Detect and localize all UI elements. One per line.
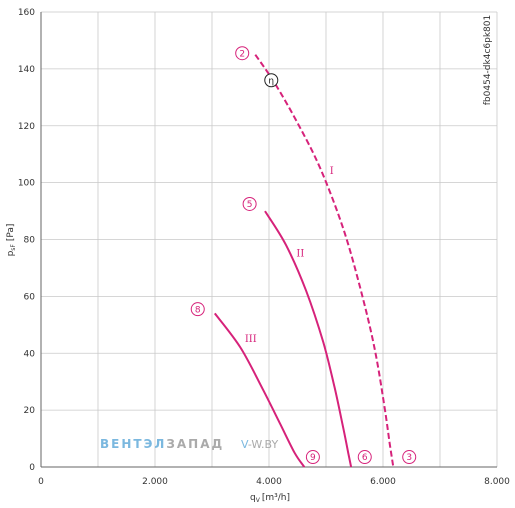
marker-circle (190, 302, 205, 317)
marker-label: 2 (239, 49, 245, 59)
marker-8: 8 (190, 302, 205, 317)
y-tick-label: 100 (18, 179, 35, 189)
marker-label: 6 (362, 453, 368, 463)
y-tick-label: 40 (24, 349, 36, 359)
y-tick-label: 80 (24, 236, 36, 246)
watermark-site: V-W.BY (241, 438, 278, 451)
y-tick-label: 120 (18, 122, 35, 132)
watermark-text: ВЕНТЭЛЗАПАД (100, 437, 224, 451)
marker-label: 5 (247, 200, 253, 210)
marker-circle (357, 450, 372, 465)
chart-code: fb0454-dk4c6pk801 (483, 15, 493, 105)
curve-label-i: I (330, 166, 334, 177)
series-iii-line (214, 312, 306, 468)
x-tick-label: 0 (38, 477, 44, 487)
series-i-line (254, 54, 395, 468)
marker-5: 5 (242, 196, 257, 211)
grid (40, 11, 498, 468)
x-tick-label: 2.000 (142, 477, 168, 487)
marker-label: 8 (195, 305, 201, 315)
y-tick-label: 0 (29, 463, 35, 473)
watermark: ВЕНТЭЛЗАПАД V-W.BY (100, 437, 278, 451)
x-tick-label: 8.000 (484, 477, 510, 487)
series-ii-line (264, 210, 353, 468)
y-tick-label: 160 (18, 8, 35, 18)
y-tick-label: 140 (18, 65, 35, 75)
y-axis-label: psF[Pa] (6, 224, 17, 257)
axes (40, 12, 497, 468)
marker-η: η (264, 73, 279, 88)
marker-circle (305, 450, 320, 465)
marker-circle (242, 196, 257, 211)
marker-circle (402, 450, 417, 465)
marker-3: 3 (402, 450, 417, 465)
curve-label-ii: II (296, 249, 304, 260)
marker-6: 6 (357, 450, 372, 465)
x-tick-labels: 0 2.000 4.000 6.000 8.000 (38, 477, 510, 487)
marker-circle (264, 73, 279, 88)
x-axis-label: qV [m³/h] (250, 493, 290, 504)
marker-label: η (268, 76, 274, 86)
y-tick-labels: 0 20 40 60 80 100 120 140 160 (18, 8, 35, 473)
marker-circle (235, 46, 250, 61)
curve-label-iii: III (245, 334, 257, 345)
y-tick-label: 20 (24, 406, 36, 416)
marker-label: 9 (310, 453, 316, 463)
y-tick-label: 60 (24, 292, 36, 302)
operating-point-markers: 2 η 5 8 9 6 3 (190, 46, 417, 465)
marker-9: 9 (305, 450, 320, 465)
x-tick-label: 4.000 (256, 477, 282, 487)
x-tick-label: 6.000 (370, 477, 396, 487)
marker-2: 2 (235, 46, 250, 61)
marker-label: 3 (406, 453, 412, 463)
series-group (214, 54, 395, 468)
